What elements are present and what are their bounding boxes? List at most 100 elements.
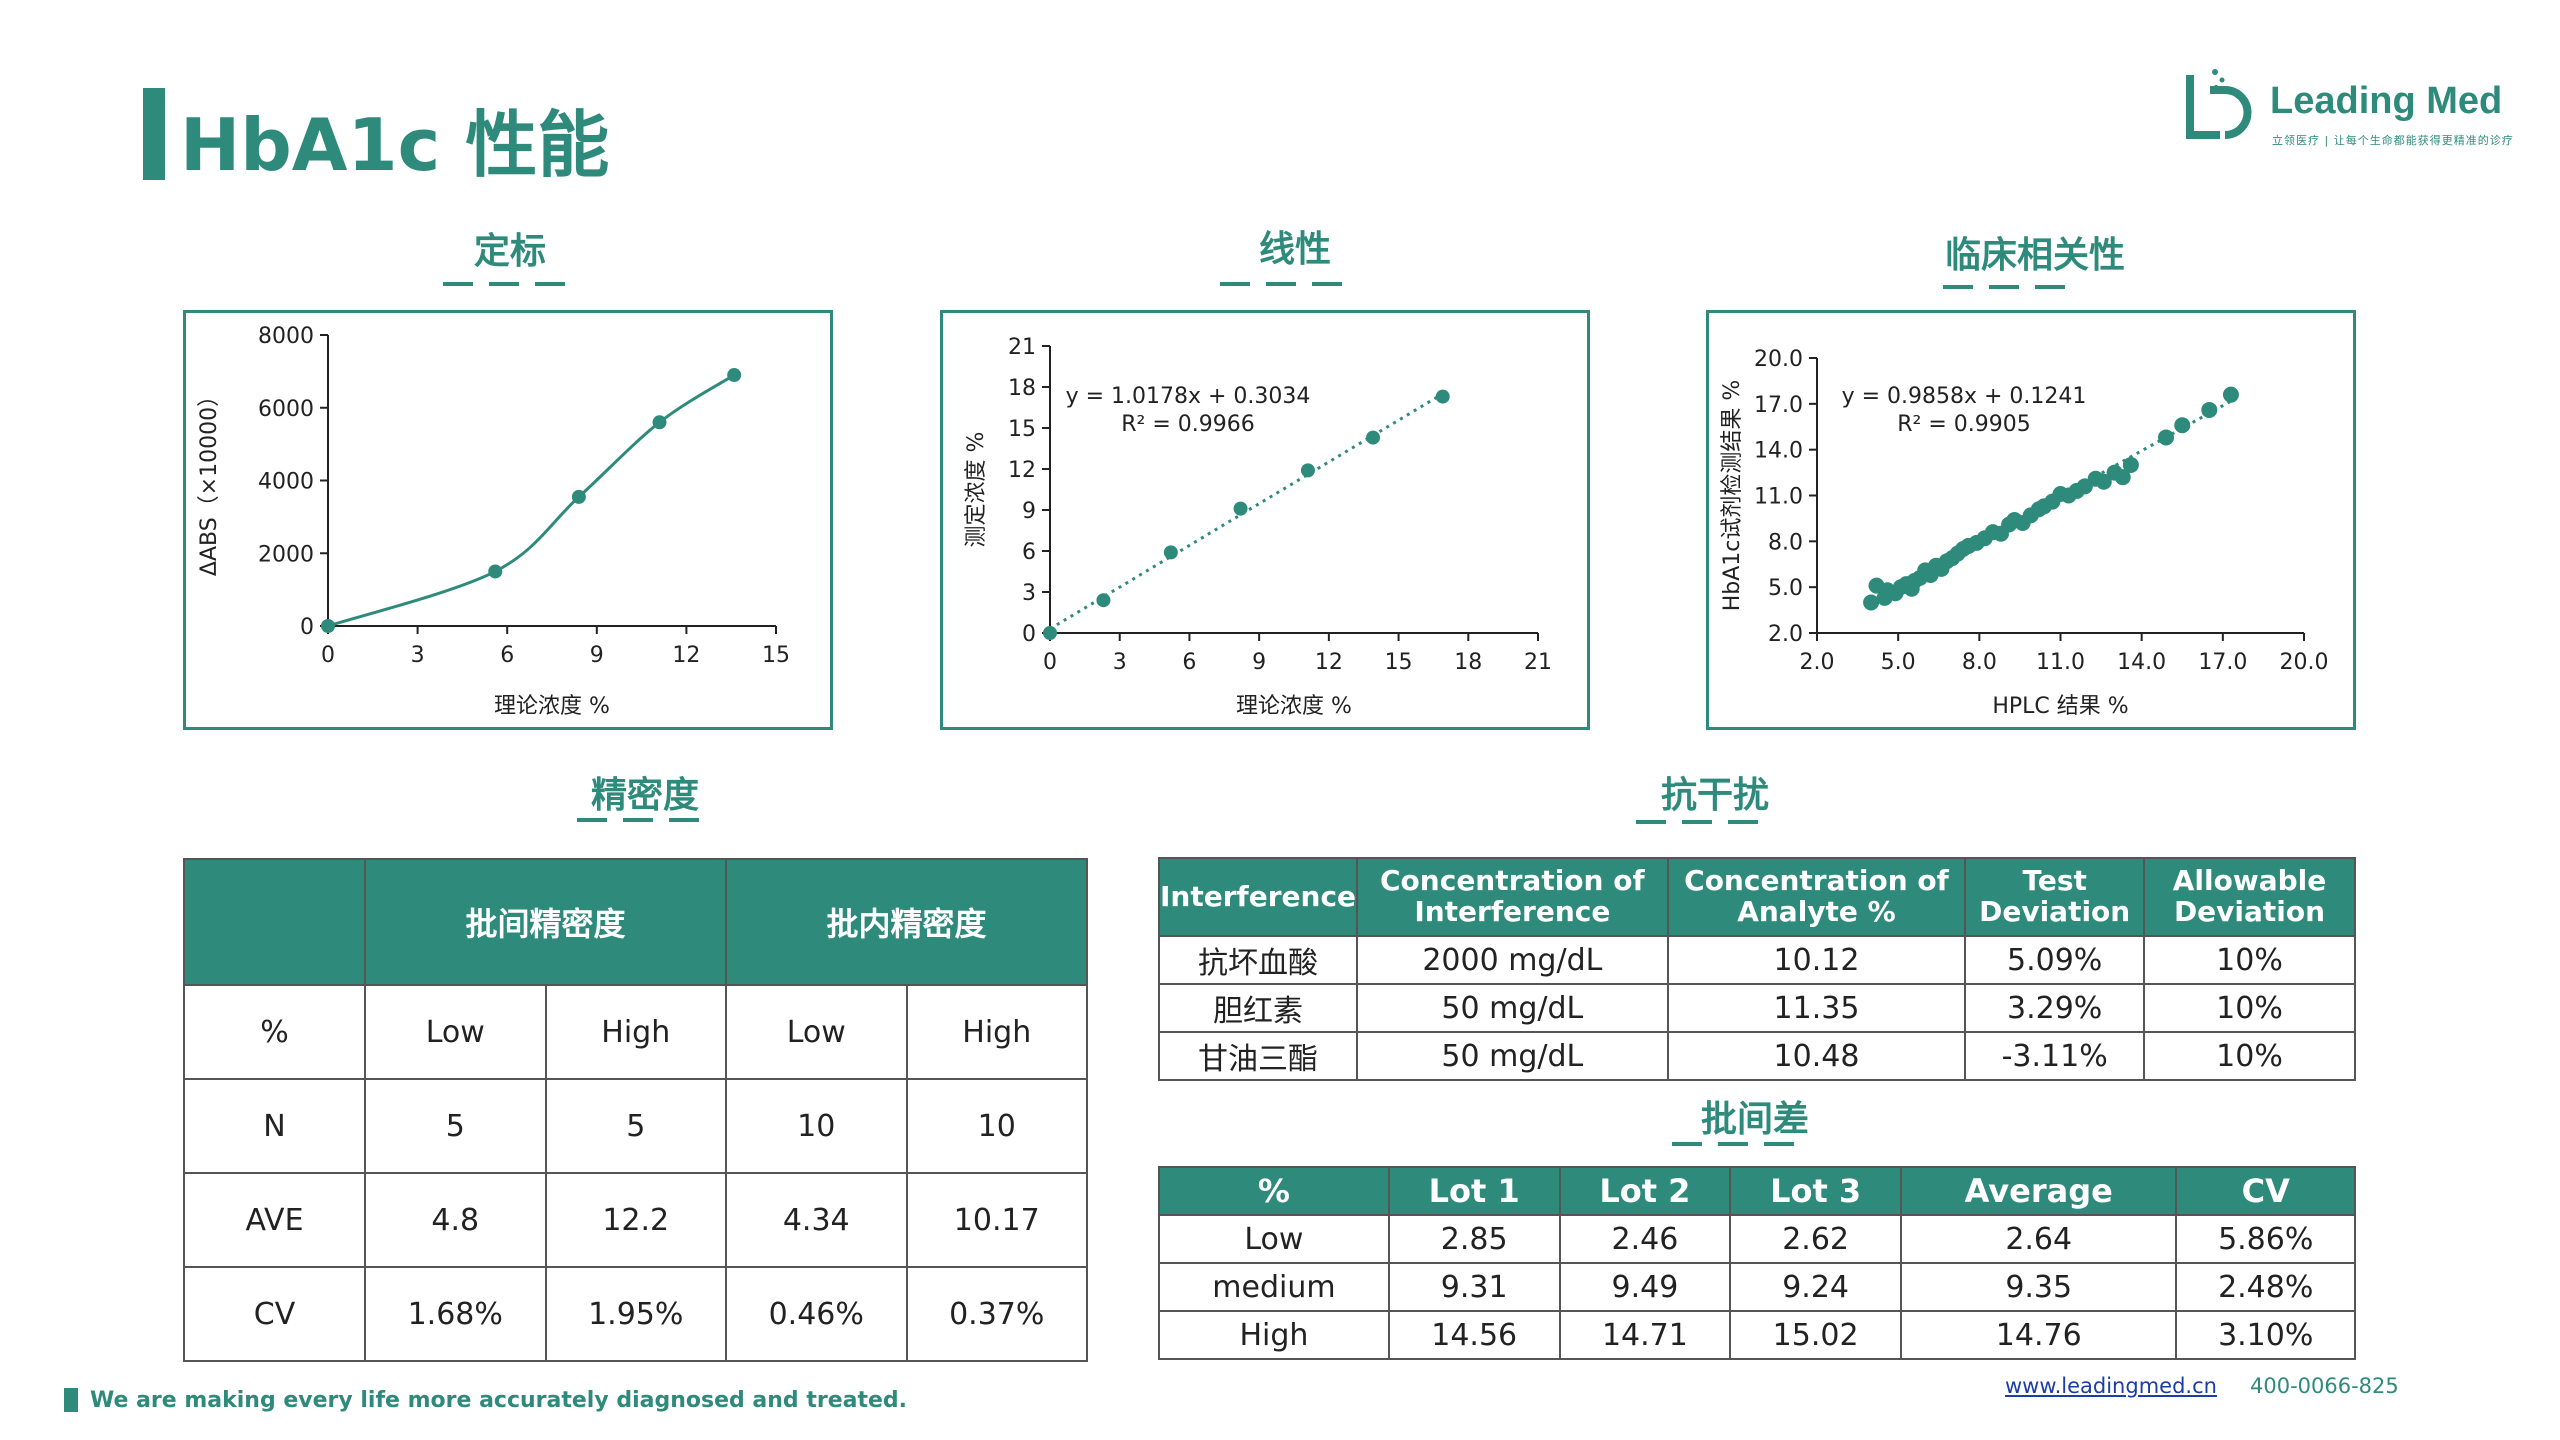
section-dash — [1220, 282, 1342, 286]
series-line — [327, 373, 735, 628]
y-tick-label: 15 — [1008, 417, 1036, 442]
y-tick-label: 21 — [1008, 335, 1036, 360]
table-cell: 0.46% — [725, 1266, 908, 1362]
x-tick-label: 3 — [1113, 650, 1127, 675]
data-point — [1300, 463, 1315, 478]
x-tick-label: 12 — [672, 643, 700, 668]
table-header-cell: % — [1158, 1166, 1390, 1216]
y-tick-label: 14.0 — [1754, 439, 1803, 464]
y-tick-label: 20.0 — [1754, 347, 1803, 372]
table-row: High 14.56 14.71 15.02 14.76 3.10% — [1158, 1310, 2356, 1360]
data-point — [571, 489, 586, 504]
precision-corner-cell — [183, 858, 366, 986]
y-tick-label: 11.0 — [1754, 485, 1803, 510]
data-point — [2122, 456, 2139, 473]
x-axis-label: HPLC 结果 % — [1992, 694, 2128, 719]
table-header-cell: Concentration of Analyte % — [1666, 857, 1967, 937]
table-cell: Low — [725, 984, 908, 1080]
table-cell: 胆红素 — [1157, 983, 1359, 1033]
y-tick-label: 2000 — [258, 542, 314, 567]
table-cell: Low — [364, 984, 547, 1080]
table-cell: 9.24 — [1729, 1262, 1902, 1312]
table-row: Low 2.85 2.46 2.62 2.64 5.86% — [1158, 1214, 2356, 1264]
table-cell: 10 — [725, 1078, 908, 1174]
section-dash — [1672, 1142, 1794, 1146]
x-tick-label: 18 — [1454, 650, 1482, 675]
x-tick-label: 20.0 — [2280, 650, 2329, 675]
table-cell: 10.17 — [905, 1172, 1088, 1268]
x-tick-label: 9 — [1252, 650, 1266, 675]
table-header-row: Interference Concentration of Interferenc… — [1157, 857, 2356, 937]
table-header-cell: Lot 1 — [1387, 1166, 1561, 1216]
y-tick-label: 17.0 — [1754, 393, 1803, 418]
section-title-interference: 抗干扰 — [1660, 775, 1769, 816]
table-cell: 10% — [2143, 983, 2356, 1033]
table-cell: 15.02 — [1729, 1310, 1902, 1360]
table-cell: 0.37% — [905, 1266, 1088, 1362]
table-cell: 4.8 — [364, 1172, 547, 1268]
table-cell: N — [183, 1078, 366, 1174]
table-cell: 3.10% — [2175, 1310, 2356, 1360]
table-cell: High — [1158, 1310, 1390, 1360]
logo-tagline: 立领医疗 | 让每个生命都能获得更精准的诊疗 — [2272, 134, 2514, 147]
table-cell: 3.29% — [1964, 983, 2146, 1033]
logo-name: Leading Med — [2270, 80, 2503, 122]
y-tick-label: 8.0 — [1768, 530, 1803, 555]
table-header-row: % Lot 1 Lot 2 Lot 3 Average CV — [1158, 1166, 2356, 1216]
table-cell: 10 — [905, 1078, 1088, 1174]
table-cell: 1.68% — [364, 1266, 547, 1362]
equation-label: y = 1.0178x + 0.3034 — [1066, 384, 1311, 409]
y-tick-label: 2.0 — [1768, 622, 1803, 647]
x-tick-label: 9 — [590, 643, 604, 668]
footer-phone: 400-0066-825 — [2250, 1374, 2399, 1398]
table-cell: 10.12 — [1666, 935, 1967, 985]
table-cell: High — [905, 984, 1088, 1080]
lot-difference-table: % Lot 1 Lot 2 Lot 3 Average CV Low 2.85 2.46 2.6… — [1158, 1166, 2356, 1360]
company-logo: Leading Med 立领医疗 | 让每个生命都能获得更精准的诊疗 — [2180, 60, 2540, 160]
equation-label: y = 0.9858x + 0.1241 — [1842, 384, 2087, 409]
table-cell: 11.35 — [1666, 983, 1967, 1033]
precision-table: 批间精密度 批内精密度 % Low High Low High N 5 5 10 10 AVE 4.8… — [183, 858, 1088, 1362]
table-cell: medium — [1158, 1262, 1390, 1312]
table-cell: 5.09% — [1964, 935, 2146, 985]
table-header-cell: Interference — [1157, 857, 1359, 937]
data-point — [2095, 473, 2112, 490]
data-point — [1366, 430, 1381, 445]
table-row: 抗坏血酸 2000 mg/dL 10.12 5.09% 10% — [1157, 935, 2356, 985]
table-cell: 2.62 — [1729, 1214, 1902, 1264]
x-tick-label: 21 — [1524, 650, 1552, 675]
table-cell: 2.46 — [1558, 1214, 1732, 1264]
x-tick-label: 5.0 — [1881, 650, 1916, 675]
x-tick-label: 11.0 — [2036, 650, 2085, 675]
x-axis-label: 理论浓度 % — [494, 694, 610, 719]
table-row: medium 9.31 9.49 9.24 9.35 2.48% — [1158, 1262, 2356, 1312]
x-tick-label: 2.0 — [1800, 650, 1835, 675]
table-cell: 9.35 — [1899, 1262, 2178, 1312]
y-tick-label: 18 — [1008, 376, 1036, 401]
table-cell: 4.34 — [725, 1172, 908, 1268]
x-tick-label: 6 — [500, 643, 514, 668]
y-tick-label: 3 — [1022, 581, 1036, 606]
table-row: 胆红素 50 mg/dL 11.35 3.29% 10% — [1157, 983, 2356, 1033]
footer-accent-mark — [64, 1388, 78, 1412]
r-squared-label: R² = 0.9905 — [1897, 412, 2031, 437]
y-tick-label: 5.0 — [1768, 576, 1803, 601]
y-tick-label: 6000 — [258, 397, 314, 422]
table-cell: Low — [1158, 1214, 1390, 1264]
y-axis-label: ΔABS（×10000） — [197, 385, 222, 576]
data-point — [1863, 594, 1880, 611]
section-title-lot: 批间差 — [1700, 1099, 1809, 1140]
section-dash — [443, 282, 565, 286]
x-tick-label: 6 — [1182, 650, 1196, 675]
x-tick-label: 8.0 — [1962, 650, 1997, 675]
clinical-correlation-chart: 2.0 5.0 8.0 11.0 14.0 17.0 20.0 2.0 5.0 8.0 11.0 14… — [1720, 347, 2329, 719]
table-cell: 抗坏血酸 — [1157, 935, 1359, 985]
table-cell: 9.49 — [1558, 1262, 1732, 1312]
footer-website-link[interactable]: www.leadingmed.cn — [2005, 1374, 2217, 1398]
calibration-chart: 0 3 6 9 12 15 0 2000 4000 6000 8000 理论浓度 % ΔABS（×100… — [197, 324, 790, 719]
data-point — [2114, 469, 2131, 486]
table-cell: AVE — [183, 1172, 366, 1268]
data-point — [1163, 545, 1178, 560]
r-squared-label: R² = 0.9966 — [1121, 412, 1255, 437]
table-cell: 2.48% — [2175, 1262, 2356, 1312]
